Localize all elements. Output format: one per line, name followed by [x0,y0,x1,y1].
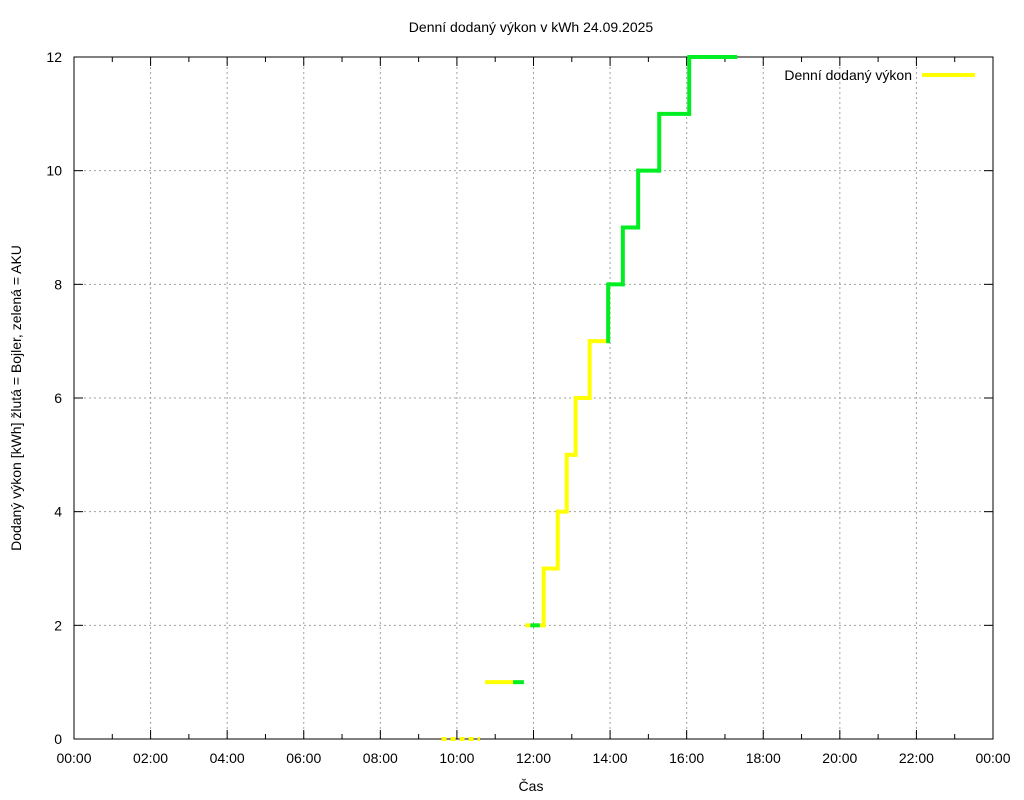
chart-title: Denní dodaný výkon v kWh 24.09.2025 [409,19,654,35]
x-tick-label: 10:00 [439,750,474,766]
y-tick-label: 6 [54,390,62,406]
y-axis-label: Dodaný výkon [kWh] žlutá = Bojler, zelen… [8,245,24,551]
x-axis-label: Čas [519,778,544,794]
y-tick-label: 8 [54,276,62,292]
x-tick-label: 14:00 [593,750,628,766]
x-tick-label: 12:00 [516,750,551,766]
x-tick-label: 16:00 [669,750,704,766]
x-tick-labels: 00:00 02:00 04:00 06:00 08:00 10:00 12:00 14:00… [56,750,1010,766]
x-tick-label: 02:00 [133,750,168,766]
y-tick-label: 4 [54,504,62,520]
axis-ticks [73,56,994,740]
y-tick-label: 2 [54,617,62,633]
y-tick-label: 0 [54,731,62,747]
data-series [441,55,738,741]
y-tick-label: 12 [46,49,62,65]
x-tick-label: 00:00 [975,750,1010,766]
x-tick-label: 20:00 [822,750,857,766]
y-tick-label: 10 [46,163,62,179]
grid [74,57,993,739]
y-tick-labels: 0 2 4 6 8 10 12 [46,49,62,747]
x-tick-label: 08:00 [363,750,398,766]
x-tick-label: 00:00 [56,750,91,766]
x-tick-label: 06:00 [286,750,321,766]
legend-label: Denní dodaný výkon [784,67,912,83]
x-tick-label: 22:00 [899,750,934,766]
x-tick-label: 18:00 [746,750,781,766]
legend: Denní dodaný výkon [784,67,975,83]
x-tick-label: 04:00 [210,750,245,766]
